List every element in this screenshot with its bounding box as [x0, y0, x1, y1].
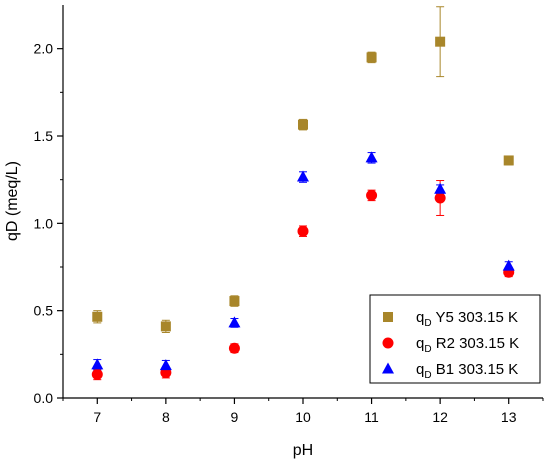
- data-point-b1: [434, 182, 447, 194]
- y-tick-label: 2.0: [34, 41, 54, 57]
- legend-box: [369, 294, 541, 384]
- data-point-b1: [365, 151, 378, 163]
- legend-marker-y5: [383, 312, 393, 322]
- data-point-r2: [366, 189, 378, 201]
- data-point-y5: [366, 52, 377, 63]
- data-markers: [91, 36, 515, 380]
- legend-items: qD Y5 303.15 K qD R2 303.15 K qD B1 303.15…: [382, 309, 519, 381]
- y-tick-label: 0.5: [34, 303, 54, 319]
- data-point-r2: [228, 342, 240, 354]
- data-point-y5: [298, 119, 308, 130]
- x-tick-label: 9: [231, 409, 239, 425]
- legend-marker-b1: [382, 362, 394, 374]
- legend-label-y5: qD Y5 303.15 K: [416, 309, 518, 329]
- legend-marker-r2: [382, 337, 394, 349]
- data-point-y5: [92, 311, 103, 322]
- x-tick-label: 10: [295, 409, 311, 425]
- x-ticks: 7 8 9 10 11 12 13: [62, 398, 544, 425]
- y-axis-title: qD (meq/L): [4, 161, 21, 241]
- y-ticks: 0.0 0.5 1.0 1.5 2.0: [34, 41, 63, 406]
- x-tick-label: 11: [364, 409, 379, 425]
- data-point-y5: [503, 155, 514, 166]
- data-point-b1: [297, 170, 309, 182]
- legend-label-r2: qD R2 303.15 K: [416, 335, 519, 355]
- y-tick-label: 0.0: [34, 390, 54, 406]
- data-point-b1: [502, 259, 515, 271]
- y-tick-label: 1.5: [34, 128, 54, 144]
- x-axis-title: pH: [293, 442, 313, 459]
- data-point-r2: [434, 192, 446, 204]
- data-point-b1: [159, 359, 172, 371]
- data-point-b1: [91, 358, 104, 370]
- data-point-y5: [160, 321, 171, 332]
- x-tick-label: 7: [93, 409, 101, 425]
- x-tick-label: 8: [162, 409, 170, 425]
- data-point-r2: [297, 225, 309, 237]
- legend: qD Y5 303.15 K qD R2 303.15 K qD B1 303.15…: [369, 294, 541, 384]
- x-tick-label: 13: [501, 409, 517, 425]
- data-point-b1: [228, 316, 241, 328]
- data-point-r2: [91, 368, 103, 380]
- x-tick-label: 12: [432, 409, 448, 425]
- legend-label-b1: qD B1 303.15 K: [416, 361, 518, 381]
- data-point-y5: [435, 36, 446, 47]
- data-point-y5: [229, 296, 240, 307]
- y-tick-label: 1.0: [34, 215, 54, 231]
